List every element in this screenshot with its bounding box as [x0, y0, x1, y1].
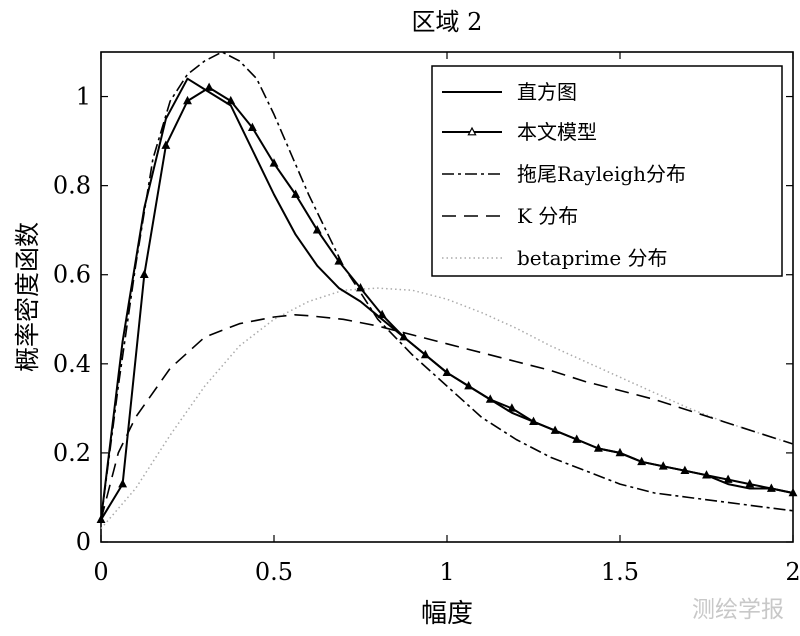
y-axis-label: 概率密度函数 — [13, 222, 42, 372]
marker-triangle — [161, 140, 171, 149]
series-2 — [100, 51, 794, 520]
y-tick-label: 0.6 — [53, 261, 91, 289]
marker-triangle — [183, 95, 192, 105]
marker-triangle — [204, 82, 214, 91]
legend-item: K 分布 — [442, 204, 578, 228]
legend-box — [431, 65, 783, 277]
marker-triangle — [269, 158, 279, 167]
series-3 — [100, 313, 794, 520]
y-tick-label: 0.8 — [53, 172, 91, 200]
legend-label: 本文模型 — [517, 120, 597, 144]
marker-triangle — [745, 479, 755, 488]
legend-item: betaprime 分布 — [442, 246, 668, 270]
series-4-line — [100, 287, 794, 530]
legend-item: 直方图 — [442, 80, 577, 104]
legend-label: 直方图 — [517, 80, 577, 104]
marker-triangle — [247, 122, 257, 132]
x-tick-label: 1 — [439, 558, 454, 586]
x-tick-label: 1.5 — [601, 558, 639, 586]
legend-label: 拖尾Rayleigh分布 — [517, 162, 686, 186]
series-3-line — [100, 313, 794, 520]
legend-label: K 分布 — [517, 204, 578, 228]
series-4 — [100, 287, 794, 530]
chart-title: 区域 2 — [412, 8, 483, 36]
marker-triangle — [334, 256, 344, 265]
x-tick-label: 0.5 — [255, 558, 293, 586]
series-0 — [100, 77, 794, 520]
y-tick-label: 0.4 — [53, 350, 91, 378]
marker-triangle — [723, 474, 733, 483]
axis-ticks: 0 0.5 1 1.5 2 0 0.2 0.4 0.6 0.8 1 — [53, 52, 800, 586]
legend-label: betaprime 分布 — [517, 246, 668, 270]
y-tick-label: 1 — [76, 83, 91, 111]
series-2-line — [100, 51, 794, 520]
x-axis-label: 幅度 — [421, 599, 473, 629]
marker-triangle — [139, 269, 149, 279]
marker-triangle — [507, 403, 517, 412]
legend-item: 拖尾Rayleigh分布 — [442, 162, 686, 186]
y-tick-label: 0 — [76, 528, 91, 556]
x-tick-label: 2 — [785, 558, 800, 586]
marker-triangle — [356, 283, 365, 292]
y-tick-label: 0.2 — [53, 439, 91, 467]
watermark: 测绘学报 — [692, 597, 784, 623]
legend-marker-triangle — [467, 126, 477, 136]
marker-triangle — [226, 95, 236, 105]
legend-item: 本文模型 — [442, 120, 597, 144]
series-0-line — [100, 77, 794, 520]
marker-triangle — [291, 189, 301, 198]
marker-triangle — [118, 479, 128, 488]
series-layer — [96, 51, 798, 530]
marker-triangle — [312, 225, 322, 234]
x-tick-label: 0 — [93, 558, 108, 586]
marker-triangle — [377, 309, 387, 319]
